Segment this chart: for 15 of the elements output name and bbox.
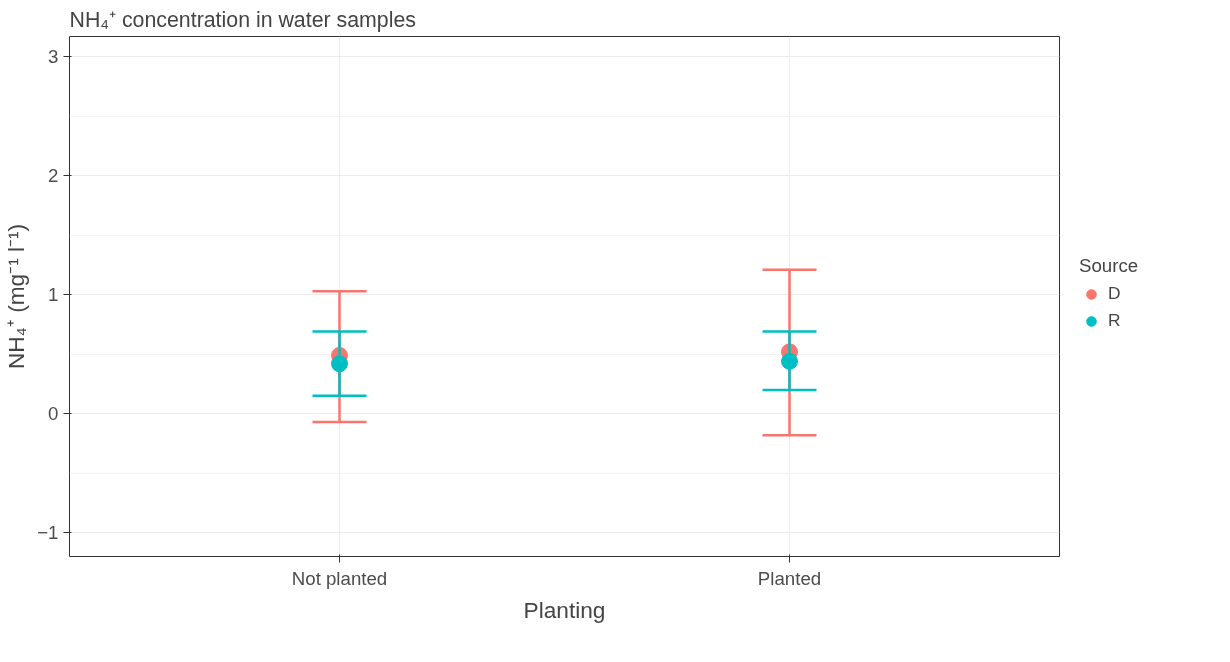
y-tick-label: 2 — [48, 165, 59, 187]
y-tick-label: 1 — [48, 284, 59, 306]
x-tick-label: Planted — [757, 567, 822, 589]
legend-title: Source — [1079, 254, 1139, 277]
chart-title: NH₄⁺ concentration in water samples — [69, 7, 416, 32]
y-tick-label: 3 — [48, 46, 59, 68]
point — [781, 352, 798, 370]
y-tick-label: −1 — [37, 522, 59, 544]
point — [331, 355, 348, 373]
x-axis-title: Planting — [523, 596, 606, 623]
y-axis-title: NH₄⁺ (mg⁻¹ l⁻¹) — [3, 223, 30, 370]
legend-label: D — [1108, 283, 1122, 304]
y-tick-label: 0 — [48, 403, 59, 425]
legend-label: R — [1108, 310, 1122, 331]
x-tick-label: Not planted — [291, 567, 388, 589]
